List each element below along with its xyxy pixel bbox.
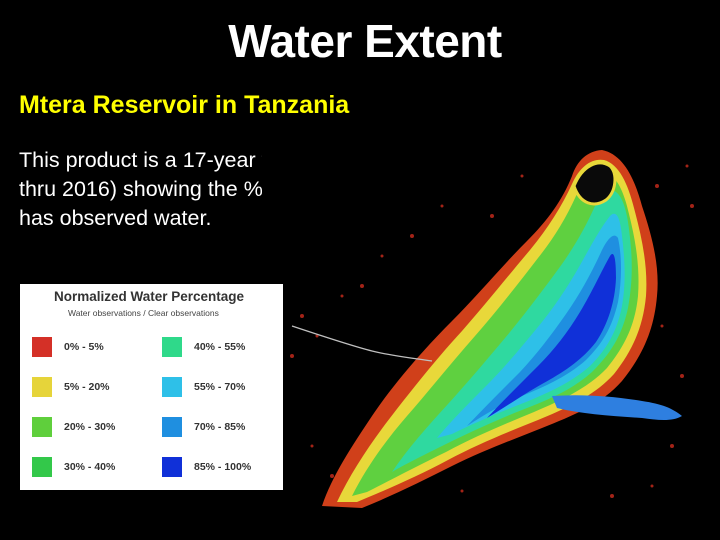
legend-label: 55% - 70% [194,381,246,393]
legend-panel: Normalized Water Percentage Water observ… [20,284,283,490]
legend-swatch [32,337,52,357]
legend-label: 85% - 100% [194,461,252,473]
legend-label: 0% - 5% [64,341,104,353]
legend-swatch [162,457,182,477]
legend-label: 30% - 40% [64,461,116,473]
legend-swatch [32,417,52,437]
slide-subtitle: Mtera Reservoir in Tanzania [19,91,350,119]
legend-swatch [32,457,52,477]
legend-label: 70% - 85% [194,421,246,433]
legend-label: 40% - 55% [194,341,246,353]
legend-swatch [162,377,182,397]
legend-subtitle: Water observations / Clear observations [68,308,219,318]
legend-swatch [162,417,182,437]
legend-label: 20% - 30% [64,421,116,433]
water-extent-map [262,146,702,512]
legend-title: Normalized Water Percentage [54,289,245,304]
legend-label: 5% - 20% [64,381,110,393]
legend-swatch [32,377,52,397]
legend-swatch [162,337,182,357]
slide-title: Water Extent [228,15,502,67]
